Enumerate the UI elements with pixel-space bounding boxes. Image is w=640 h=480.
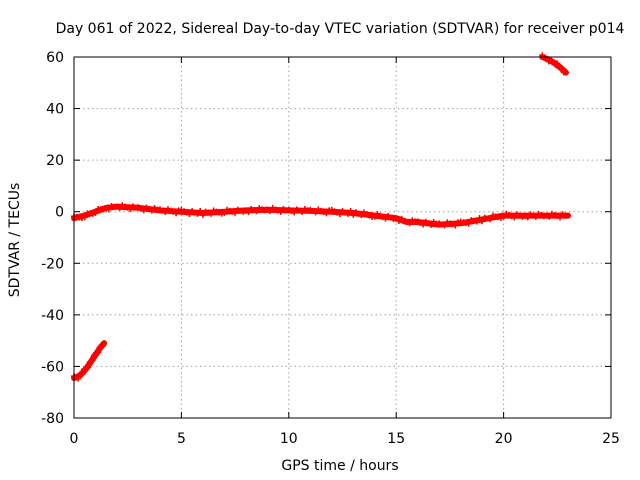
data-point	[473, 218, 480, 225]
data-point	[253, 208, 260, 215]
data-point	[406, 220, 413, 227]
data-point	[221, 209, 228, 216]
x-axis-label: GPS time / hours	[281, 458, 398, 474]
x-tick-label: 15	[387, 431, 405, 447]
data-point	[565, 212, 572, 219]
data-point	[245, 209, 252, 216]
x-tick-label: 25	[602, 431, 620, 447]
data-point	[85, 364, 92, 371]
data-point	[79, 371, 86, 378]
ticks-layer: 0 5 10 15 20 25 -80 -60 -40 -20 0 20 40 60	[41, 50, 620, 447]
data-point	[89, 357, 96, 364]
x-tick-label: 0	[70, 431, 79, 447]
y-axis-label: SDTVAR / TECUs	[7, 183, 23, 298]
x-tick-label: 10	[280, 431, 298, 447]
chart-title: Day 061 of 2022, Sidereal Day-to-day VTE…	[56, 21, 625, 37]
data-point	[199, 211, 206, 218]
data-point	[232, 209, 239, 216]
y-tick-label: -40	[41, 308, 64, 324]
data-point	[476, 215, 483, 222]
y-tick-label: 60	[46, 50, 64, 66]
y-tick-label: 40	[46, 102, 64, 118]
y-tick-label: -60	[41, 359, 64, 375]
data-point	[465, 220, 472, 227]
data-point	[562, 69, 569, 76]
data-point	[487, 216, 494, 223]
data-point	[452, 222, 459, 229]
data-point	[105, 206, 112, 213]
grid-layer	[74, 57, 611, 418]
y-tick-label: 0	[55, 205, 64, 221]
plot-border	[73, 56, 612, 419]
data-point	[81, 214, 88, 221]
data-points-layer	[71, 52, 572, 382]
data-point	[101, 340, 108, 347]
data-point	[441, 222, 448, 229]
data-point	[75, 375, 82, 382]
y-tick-label: 20	[46, 153, 64, 169]
x-tick-label: 5	[177, 431, 186, 447]
x-tick-label: 20	[495, 431, 513, 447]
data-point	[95, 349, 102, 356]
data-point	[92, 209, 99, 216]
data-point	[479, 218, 486, 225]
data-point	[347, 208, 354, 215]
data-point	[558, 66, 565, 73]
data-point	[207, 210, 214, 217]
y-tick-label: -20	[41, 256, 64, 272]
y-tick-label: -80	[41, 411, 64, 427]
data-point	[197, 208, 204, 215]
